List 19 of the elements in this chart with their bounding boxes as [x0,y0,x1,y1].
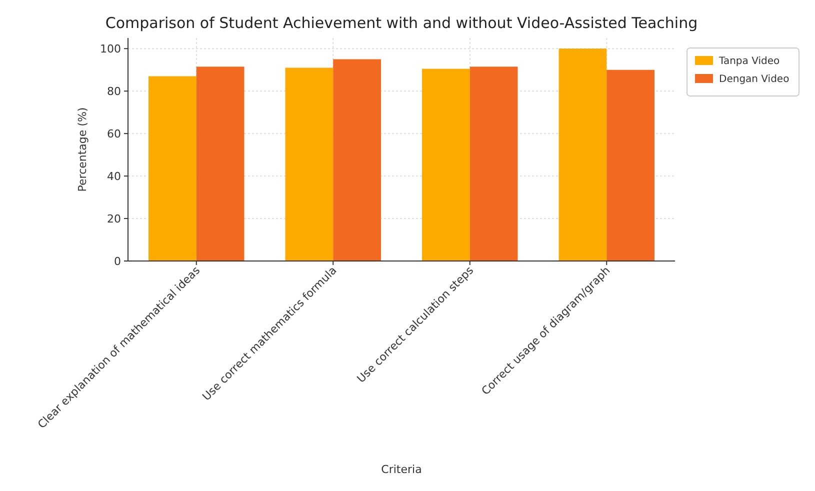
y-axis-title: Percentage (%) [76,107,89,192]
bar [558,48,607,261]
bar [333,59,381,261]
y-tick-label: 0 [114,254,121,268]
legend-label: Dengan Video [719,74,790,85]
y-tick-label: 40 [107,170,121,183]
y-tick-label: 20 [107,212,121,226]
bar [285,68,334,261]
bar [148,76,196,261]
chart-title: Comparison of Student Achievement with and without Video-Assisted Teaching [105,14,698,32]
y-tick-label: 60 [107,127,121,140]
x-axis-title: Criteria [381,463,422,476]
legend-label: Tanpa Video [718,56,780,67]
bar [606,70,654,261]
y-tick-label: 80 [107,84,121,98]
bar [422,68,470,261]
bar [196,66,244,261]
bar [470,66,518,261]
y-tick-label: 100 [100,42,121,56]
